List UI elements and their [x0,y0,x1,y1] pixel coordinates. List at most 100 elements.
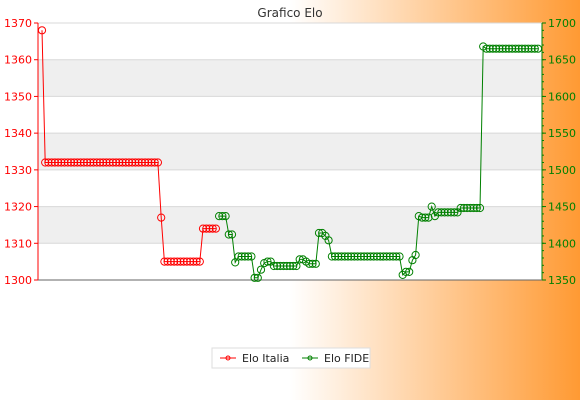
data-point [292,261,301,271]
data-point [256,265,266,274]
data-point [282,261,291,271]
data-point [331,252,340,261]
data-point [108,158,118,167]
data-point [227,230,237,239]
data-point [492,44,501,53]
data-point [63,158,72,167]
data-point [179,257,188,266]
data-point [285,261,295,271]
data-point [92,158,101,167]
data-point [131,158,140,167]
right-tick-label: 1650 [548,54,576,67]
data-point [347,252,356,261]
data-point [324,236,333,245]
data-point [395,252,404,261]
data-point [186,257,195,266]
data-point [153,158,162,167]
data-point [202,224,211,233]
left-tick-label: 1310 [4,237,32,250]
data-point [469,203,478,213]
grid-band [38,206,542,244]
grid-band [38,59,542,97]
data-point [215,212,224,221]
data-point [99,158,108,167]
data-point [60,158,69,167]
data-point [95,158,105,167]
data-point [54,158,63,167]
data-point [350,252,359,261]
data-point [340,252,349,261]
data-point [66,158,76,167]
data-point [192,257,201,266]
data-point [401,267,410,276]
data-point [44,158,53,167]
data-point [224,230,233,239]
left-tick-label: 1370 [4,17,32,30]
data-point [392,252,401,261]
legend-label: Elo FIDE [324,352,369,365]
right-tick-label: 1600 [548,90,576,103]
data-point [527,44,536,53]
data-point [372,252,382,261]
data-point [418,213,427,222]
data-point [427,202,436,211]
data-point [182,257,191,266]
data-point [176,257,185,266]
data-point [466,203,475,213]
data-point [160,257,169,266]
data-point [218,212,227,221]
data-point [105,158,114,167]
data-point [521,44,530,53]
data-point [311,259,320,268]
data-point [208,224,217,233]
series-elo-italia [37,26,220,266]
data-point [360,252,369,261]
data-point [289,261,298,271]
series-line [219,45,538,279]
data-point [379,252,388,261]
data-point [83,158,92,167]
data-point [343,252,353,261]
data-point [517,44,527,53]
data-point [89,158,98,167]
legend-box [211,347,371,369]
data-point [50,158,60,167]
data-point [501,44,510,53]
data-point [253,273,262,282]
data-point [369,252,378,261]
data-point [115,158,124,167]
data-point [334,252,343,261]
data-point [446,208,456,217]
data-point [495,44,504,53]
data-point [121,158,130,167]
right-tick-label: 1450 [548,201,576,214]
data-point [276,261,285,271]
data-point [475,203,485,213]
data-point [482,44,491,53]
data-point [353,252,362,261]
data-point [234,252,243,261]
data-point [440,208,449,217]
data-point [76,158,85,167]
data-point [327,252,336,261]
data-point [166,257,175,266]
data-point [240,252,249,261]
data-point [112,158,121,167]
data-point [472,203,481,213]
data-point [508,44,517,53]
series-elo-fide [215,42,543,282]
data-point [250,273,259,282]
data-point [456,203,465,213]
data-point [498,44,507,53]
data-point [141,158,150,167]
data-point [366,252,375,261]
data-point [530,44,539,53]
data-point [279,261,288,271]
data-point [128,158,137,167]
data-point [263,257,272,266]
data-point [437,208,446,217]
data-point [150,158,159,167]
right-tick-label: 1700 [548,17,576,30]
